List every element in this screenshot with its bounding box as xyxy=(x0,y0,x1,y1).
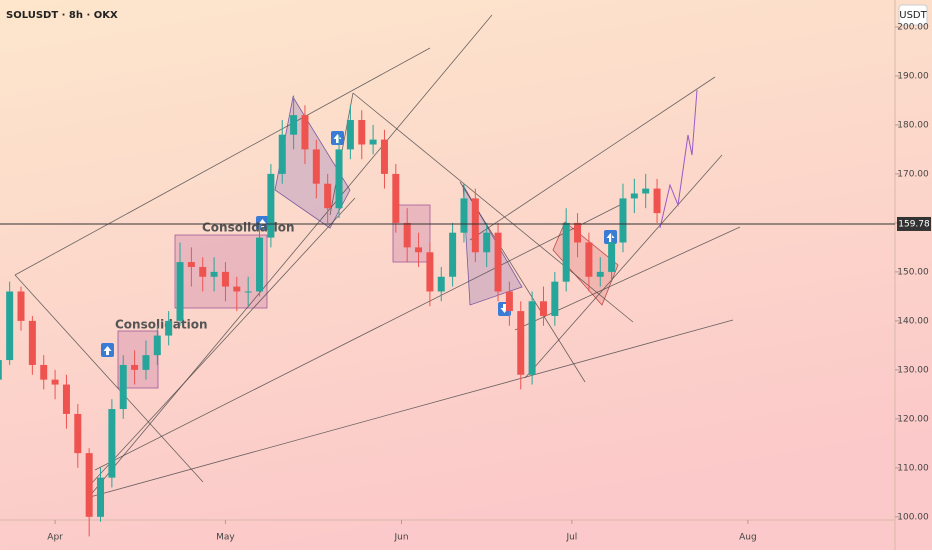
candle-body xyxy=(312,149,320,184)
candle-body xyxy=(233,286,241,292)
candle-body xyxy=(358,120,366,145)
candle-body xyxy=(51,379,59,385)
candle-body xyxy=(324,183,332,209)
candle-body xyxy=(142,355,150,370)
y-tick-label: 130.00 xyxy=(897,365,929,375)
candle-body xyxy=(131,364,139,370)
annotation: Consolidation xyxy=(115,318,208,332)
x-tick-label: Jul xyxy=(565,533,577,543)
candle-body xyxy=(40,364,48,380)
candle-body xyxy=(483,232,491,253)
candle-body xyxy=(165,320,173,336)
candle-body xyxy=(369,139,377,145)
candle-body xyxy=(608,242,616,272)
candle-body xyxy=(187,262,195,267)
candle-body xyxy=(97,477,105,517)
price-label: 159.78 xyxy=(898,219,930,229)
candle-body xyxy=(176,262,184,321)
candle-body xyxy=(85,453,93,517)
candle-body xyxy=(494,232,502,292)
candle-body xyxy=(74,413,82,454)
y-tick-label: 180.00 xyxy=(897,120,929,130)
candle-body xyxy=(0,360,2,380)
y-tick-label: 170.00 xyxy=(897,169,929,179)
candle-body xyxy=(335,149,343,209)
candle-body xyxy=(244,291,252,293)
candle-body xyxy=(460,198,468,233)
candle-body xyxy=(653,188,661,214)
candle-body xyxy=(267,173,275,238)
x-tick-label: May xyxy=(216,533,235,543)
x-tick-label: Aug xyxy=(739,533,757,543)
candle-body xyxy=(380,139,388,174)
candle-body xyxy=(437,276,445,292)
candle-body xyxy=(505,291,513,312)
y-tick-label: 100.00 xyxy=(897,512,929,522)
x-tick-label: Jun xyxy=(393,533,408,543)
candle-body xyxy=(619,198,627,243)
currency-box xyxy=(898,4,928,26)
candle-body xyxy=(119,364,127,410)
candle-body xyxy=(642,188,650,194)
candle-body xyxy=(426,252,434,292)
candle-body xyxy=(6,291,14,361)
candle-body xyxy=(403,222,411,248)
candle-body xyxy=(517,311,525,375)
candle-body xyxy=(562,222,570,282)
y-tick-label: 120.00 xyxy=(897,414,929,424)
candle-body xyxy=(596,271,604,277)
candle-body xyxy=(528,301,536,375)
candle-body xyxy=(17,291,25,321)
candle-body xyxy=(415,247,423,253)
candle-body xyxy=(585,242,593,277)
y-tick-label: 200.00 xyxy=(897,22,929,32)
candle-body xyxy=(210,271,218,277)
candle-body xyxy=(28,320,36,365)
candle-body xyxy=(551,281,559,316)
candle-body xyxy=(301,115,309,150)
y-tick-label: 150.00 xyxy=(897,267,929,277)
candle-body xyxy=(574,222,582,243)
chart-title: SOLUSDT · 8h · OKX xyxy=(6,10,118,21)
candle-body xyxy=(290,115,298,135)
candle-body xyxy=(199,266,207,277)
candle-body xyxy=(153,335,161,356)
currency-label: USDT xyxy=(899,10,927,21)
y-tick-label: 140.00 xyxy=(897,316,929,326)
candle-body xyxy=(346,120,354,150)
candle-body xyxy=(256,237,264,292)
candle-body xyxy=(278,134,286,174)
candle-body xyxy=(539,301,547,316)
candle-body xyxy=(449,232,457,277)
price-label-box xyxy=(897,216,931,231)
candle-body xyxy=(221,271,229,287)
candle-body xyxy=(392,173,400,223)
x-tick-label: Apr xyxy=(47,533,63,543)
candle-body xyxy=(108,409,116,478)
y-tick-label: 110.00 xyxy=(897,463,929,473)
candle-body xyxy=(471,198,479,253)
y-tick-label: 190.00 xyxy=(897,71,929,81)
annotation: Consolidation xyxy=(202,221,295,235)
candle-body xyxy=(62,384,70,414)
candle-body xyxy=(630,193,638,199)
